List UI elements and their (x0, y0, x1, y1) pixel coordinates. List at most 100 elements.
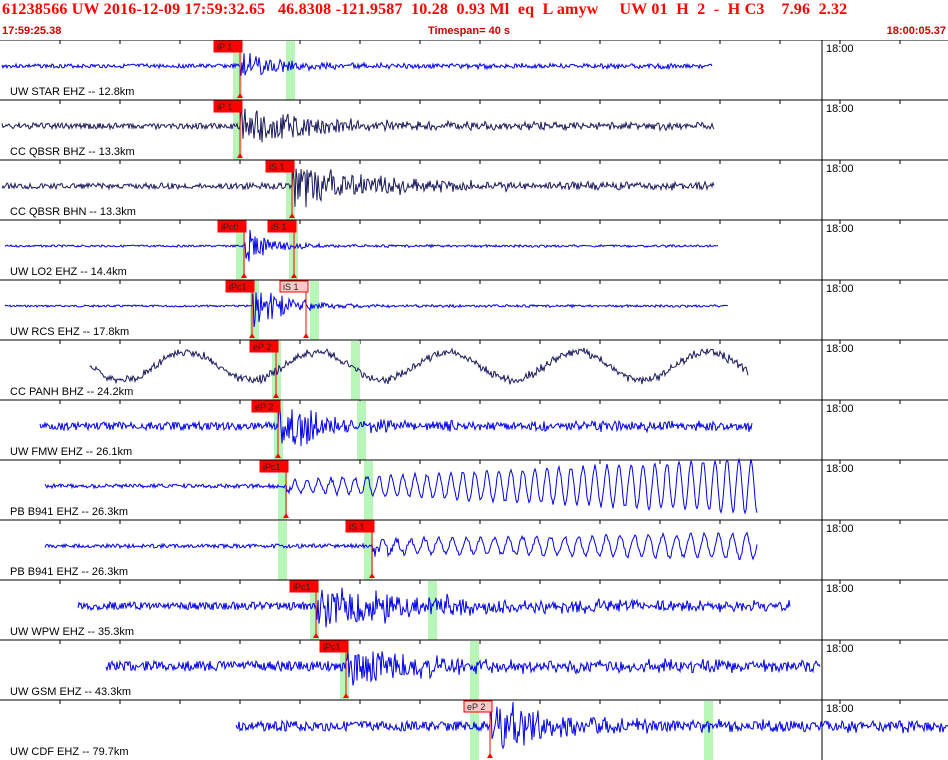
station-label: PB B941 EHZ -- 26.3km (10, 566, 128, 578)
pick-marker-icon (303, 333, 309, 338)
pick-label: iPc1 (323, 642, 341, 652)
pick-marker-icon (249, 333, 255, 338)
pick-label: iS 1 (283, 282, 299, 292)
trace-row[interactable]: 18:00 iPc0 iS 1 UW LO2 EHZ -- 14.4km (0, 219, 948, 280)
station-label: UW RCS EHZ -- 17.8km (10, 326, 129, 338)
pick-label: iS 1 (349, 522, 365, 532)
pick-flag[interactable] (225, 280, 255, 293)
trace-row[interactable]: 18:00 iPc1 iS 1 UW RCS EHZ -- 17.8km (0, 279, 948, 340)
trace-row[interactable]: 18:00 iPc1 PB B941 EHZ -- 26.3km (0, 457, 948, 520)
waveform-trace (4, 229, 719, 262)
pick-marker-icon (241, 273, 247, 278)
station-label: UW GSM EHZ -- 43.3km (10, 686, 131, 698)
minute-label: 18:00 (826, 343, 854, 355)
header-bar: 61238566 UW 2016-12-09 17:59:32.65 46.83… (0, 0, 948, 40)
pick-window (233, 41, 242, 100)
pick-window (278, 461, 287, 520)
waveform-trace (235, 700, 948, 750)
trace-row[interactable]: 18:00 iPc1 UW WPW EHZ -- 35.3km (0, 579, 948, 640)
minute-label: 18:00 (826, 223, 854, 235)
pick-window (250, 281, 259, 340)
pick-label: iPc0 (221, 222, 239, 232)
pick-window (310, 281, 319, 340)
pick-label: eP 2 (253, 342, 271, 352)
pick-flag[interactable] (249, 340, 279, 353)
pick-window (278, 521, 287, 580)
pick-marker-icon (273, 393, 279, 398)
pick-label: iP 1 (217, 102, 232, 112)
waveform-trace (77, 587, 791, 628)
pick-flag[interactable] (463, 700, 493, 713)
pick-marker-icon (313, 633, 319, 638)
pick-window (310, 581, 319, 640)
pick-marker-icon (237, 153, 243, 158)
waveform-trace (1, 108, 715, 143)
pick-flag[interactable] (217, 220, 247, 233)
pick-window (236, 221, 245, 280)
timespan-label: Timespan= 40 s (428, 25, 511, 37)
minute-label: 18:00 (826, 43, 854, 55)
trace-row[interactable]: 18:00 eP 2 UW FMW EHZ -- 26.1km (0, 399, 948, 460)
pick-marker-icon (275, 453, 281, 458)
trace-row[interactable]: 18:00 iPc1 UW GSM EHZ -- 43.3km (0, 639, 948, 700)
pick-flag[interactable] (251, 400, 281, 413)
minute-label: 18:00 (826, 703, 854, 715)
pick-window (357, 401, 366, 460)
pick-label: iS 1 (271, 222, 287, 232)
pick-flag[interactable] (267, 220, 297, 233)
pick-marker-icon (487, 753, 493, 758)
waveform-trace (44, 531, 758, 561)
minute-label: 18:00 (826, 283, 854, 295)
station-label: UW LO2 EHZ -- 14.4km (10, 266, 127, 278)
trace-row[interactable]: 18:00 iP 1 CC QBSR BHZ -- 13.3km (0, 99, 948, 160)
pick-marker-icon (283, 513, 289, 518)
waveform-trace (105, 651, 821, 686)
minute-label: 18:00 (826, 463, 854, 475)
pick-window (470, 701, 479, 760)
trace-row[interactable]: 18:00 eP 2 CC PANH BHZ -- 24.2km (0, 339, 948, 400)
station-label: CC QBSR BHN -- 13.3km (10, 206, 136, 218)
pick-window (364, 521, 373, 580)
pick-label: iPc1 (263, 462, 281, 472)
pick-label: eP 2 (467, 702, 485, 712)
pick-label: iPc1 (293, 582, 311, 592)
start-time: 17:59:25.38 (2, 25, 62, 37)
waveform-trace (4, 292, 729, 328)
pick-label: iP 1 (217, 42, 232, 52)
station-label: UW CDF EHZ -- 79.7km (10, 746, 129, 758)
pick-flag[interactable] (345, 520, 375, 533)
minute-label: 18:00 (826, 403, 854, 415)
minute-label: 18:00 (826, 583, 854, 595)
seismogram-plot[interactable]: 18:00 iP 1 UW STAR EHZ -- 12.8km 18:00 iP 1 C… (0, 40, 948, 760)
pick-label: iS 1 (269, 162, 285, 172)
pick-label: iPc1 (229, 282, 247, 292)
trace-row[interactable]: 18:00 iS 1 CC QBSR BHN -- 13.3km (0, 159, 948, 220)
trace-row[interactable]: 18:00 eP 2 UW CDF EHZ -- 79.7km (0, 699, 948, 760)
pick-flag[interactable] (265, 160, 295, 173)
event-title: 61238566 UW 2016-12-09 17:59:32.65 46.83… (2, 1, 848, 18)
minute-label: 18:00 (826, 523, 854, 535)
pick-marker-icon (237, 93, 243, 98)
end-time: 18:00:05.37 (886, 25, 946, 37)
waveform-trace (1, 168, 715, 208)
station-label: PB B941 EHZ -- 26.3km (10, 506, 128, 518)
station-label: CC PANH BHZ -- 24.2km (10, 386, 133, 398)
pick-flag[interactable] (259, 460, 289, 473)
station-label: UW WPW EHZ -- 35.3km (10, 626, 134, 638)
pick-window (364, 461, 373, 520)
waveform-trace (89, 347, 749, 385)
pick-flag[interactable] (319, 640, 349, 653)
trace-row[interactable]: 18:00 iP 1 UW STAR EHZ -- 12.8km (0, 40, 948, 100)
pick-flag[interactable] (213, 100, 243, 113)
pick-window (286, 161, 295, 220)
station-label: UW STAR EHZ -- 12.8km (10, 86, 134, 98)
pick-flag[interactable] (279, 280, 309, 293)
trace-row[interactable]: 18:00 iS 1 PB B941 EHZ -- 26.3km (0, 519, 948, 580)
pick-flag[interactable] (289, 580, 319, 593)
minute-label: 18:00 (826, 643, 854, 655)
waveform-trace (1, 53, 713, 76)
station-label: UW FMW EHZ -- 26.1km (10, 446, 132, 458)
pick-flag[interactable] (213, 40, 243, 53)
pick-marker-icon (289, 213, 295, 218)
pick-label: eP 2 (255, 402, 273, 412)
